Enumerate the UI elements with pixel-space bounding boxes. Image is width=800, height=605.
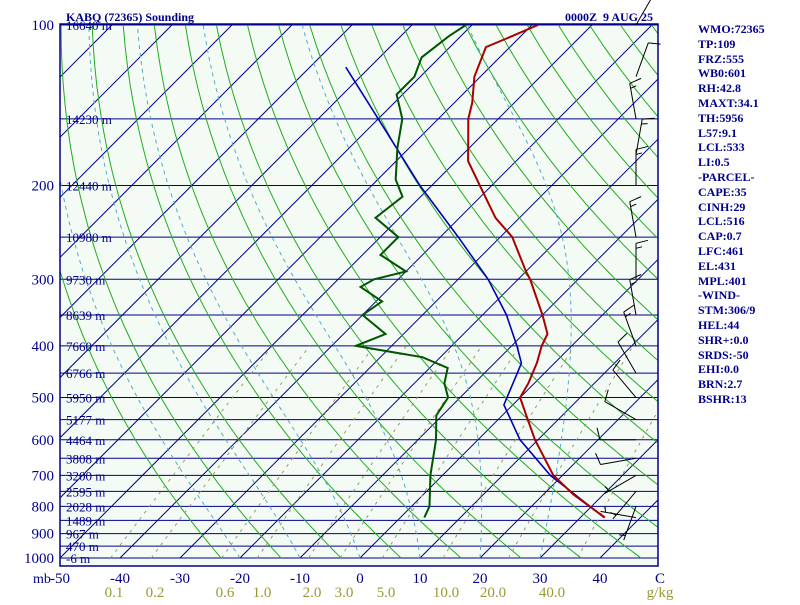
stat-line: LI:0.5 xyxy=(698,155,798,170)
stat-line: EL:431 xyxy=(698,259,798,274)
height-label: -6 m xyxy=(66,551,90,566)
mixing-ratio-tick-label: 1.0 xyxy=(253,585,272,600)
stat-line: BSHR:13 xyxy=(698,392,798,407)
mixing-ratio-tick-labels: 0.1 0.2 0.6 1.0 2.0 3.0 5.0 10.0 20.0 40.0 g/kg xyxy=(105,585,674,600)
height-label: 7660 m xyxy=(66,339,105,354)
stat-line: RH:42.8 xyxy=(698,81,798,96)
temperature-tick-label: 0 xyxy=(356,571,364,587)
height-label: 9730 m xyxy=(66,272,105,287)
stat-line: LCL:516 xyxy=(698,214,798,229)
stat-line: LCL:533 xyxy=(698,140,798,155)
stat-line: LFC:461 xyxy=(698,244,798,259)
height-label: 2595 m xyxy=(66,484,105,499)
pressure-tick-label: 500 xyxy=(32,391,55,407)
plot-background xyxy=(60,24,658,566)
stat-line: BRN:2.7 xyxy=(698,377,798,392)
pressure-tick-label: 200 xyxy=(32,178,55,194)
temperature-tick-label: -50 xyxy=(50,571,70,587)
stat-line: CAPE:35 xyxy=(698,185,798,200)
height-label: 4464 m xyxy=(66,433,105,448)
pressure-tick-label: 700 xyxy=(32,468,55,484)
barb-half-flag xyxy=(619,535,625,536)
mixing-ratio-tick-label: 40.0 xyxy=(539,585,565,600)
stat-line: WMO:72365 xyxy=(698,22,798,37)
mixing-ratio-tick-label: 0.6 xyxy=(216,585,235,600)
temperature-tick-label: 10 xyxy=(413,571,428,587)
stat-line: FRZ:555 xyxy=(698,52,798,67)
stat-line: HEL:44 xyxy=(698,318,798,333)
pressure-unit-label: mb xyxy=(33,572,51,587)
stat-line: -PARCEL- xyxy=(698,170,798,185)
height-label: 3200 m xyxy=(66,468,105,483)
pressure-tick-label: 400 xyxy=(32,339,55,355)
stat-line: STM:306/9 xyxy=(698,303,798,318)
stat-line: TH:5956 xyxy=(698,111,798,126)
mixing-ratio-tick-label: 5.0 xyxy=(377,585,396,600)
mixing-ratio-tick-label: g/kg xyxy=(647,585,674,600)
height-label: 5950 m xyxy=(66,391,105,406)
stat-line: CINH:29 xyxy=(698,200,798,215)
temperature-tick-label: -30 xyxy=(170,571,190,587)
sounding-title: KABQ (72365) Sounding xyxy=(66,10,194,24)
pressure-tick-label: 100 xyxy=(32,18,55,34)
height-label: 2028 m xyxy=(66,499,105,514)
height-label: 6766 m xyxy=(66,366,105,381)
pressure-tick-label: 800 xyxy=(32,499,55,515)
mixing-ratio-tick-label: 20.0 xyxy=(480,585,506,600)
stat-line: SRDS:-50 xyxy=(698,348,798,363)
height-label: 10980 m xyxy=(66,230,112,245)
mixing-ratio-tick-label: 2.0 xyxy=(303,585,322,600)
stat-line: L57:9.1 xyxy=(698,126,798,141)
pressure-tick-labels: 100 200 300 400 500 600 700 800 900 1000 xyxy=(24,18,54,567)
stat-line: SHR+:0.0 xyxy=(698,333,798,348)
height-label: 5177 m xyxy=(66,413,105,428)
stat-line: CAP:0.7 xyxy=(698,229,798,244)
stat-line: -WIND- xyxy=(698,288,798,303)
pressure-tick-label: 900 xyxy=(32,527,55,543)
stat-line: TP:109 xyxy=(698,37,798,52)
temperature-tick-label: 40 xyxy=(593,571,608,587)
mixing-ratio-tick-label: 10.0 xyxy=(433,585,459,600)
mixing-ratio-tick-label: 0.1 xyxy=(105,585,124,600)
mixing-ratio-tick-label: 3.0 xyxy=(335,585,354,600)
mixing-ratio-tick-label: 0.2 xyxy=(146,585,165,600)
stat-line: MPL:401 xyxy=(698,274,798,289)
height-label: 8639 m xyxy=(66,308,105,323)
stat-line: EHI:0.0 xyxy=(698,362,798,377)
height-label: 3808 m xyxy=(66,451,105,466)
height-label: 12440 m xyxy=(66,178,112,193)
height-label: 14230 m xyxy=(66,112,112,127)
sounding-time: 0000Z 9 AUG 25 xyxy=(565,10,653,24)
pressure-tick-label: 1000 xyxy=(24,551,54,567)
stat-line: WB0:601 xyxy=(698,66,798,81)
stat-line: MAXT:34.1 xyxy=(698,96,798,111)
pressure-tick-label: 600 xyxy=(32,433,55,449)
pressure-tick-label: 300 xyxy=(32,272,55,288)
